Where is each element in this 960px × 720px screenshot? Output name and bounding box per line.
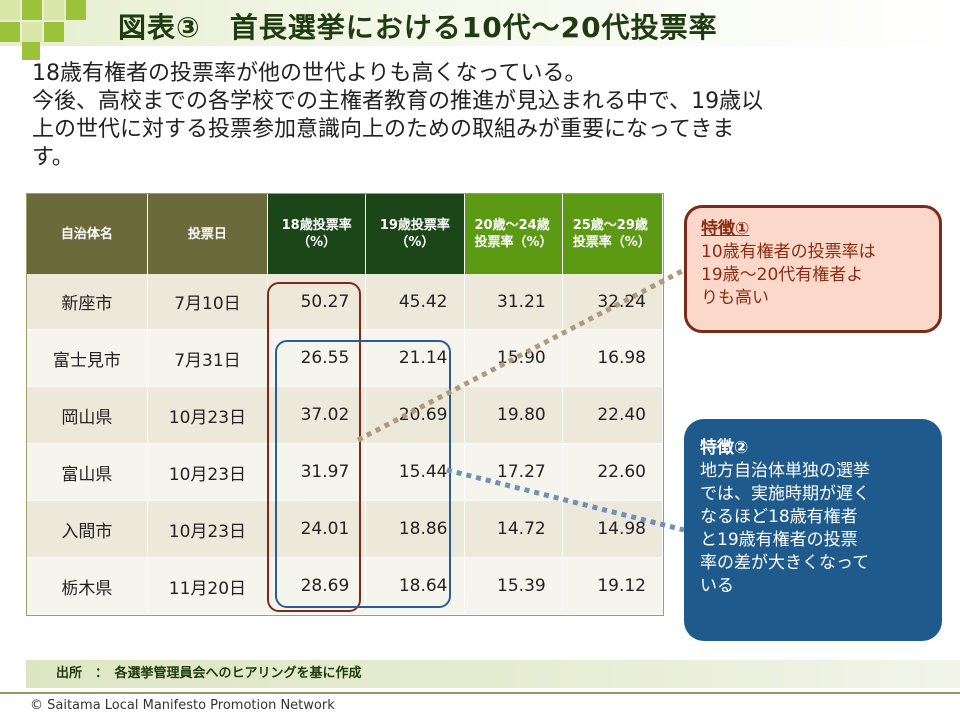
callout-feature2-line: いる [700, 576, 734, 596]
col-header-age25-29: 25歳～29歳投票率（%） [562, 194, 664, 274]
col-header-municipality: 自治体名 [27, 194, 148, 274]
cell-age25-29: 22.60 [562, 443, 664, 502]
callout-feature2-line: では、実施時期が遅く [700, 484, 870, 504]
cell-age25-29: 16.98 [562, 329, 664, 388]
col-header-age19: 19歳投票率（%） [365, 194, 465, 274]
cell-age19: 18.64 [365, 557, 465, 615]
callout-feature1-line: 19歳～20代有権者よ [701, 265, 864, 285]
cell-age18: 24.01 [267, 500, 367, 559]
lead-line: 18歳有権者の投票率が他の世代よりも高くなっている。 [32, 61, 587, 86]
cell-vote-date: 10月23日 [147, 500, 269, 559]
cell-municipality: 富山県 [27, 443, 148, 502]
cell-vote-date: 10月23日 [147, 443, 269, 502]
col-header-vote-date: 投票日 [147, 194, 269, 274]
callout-feature1-heading: 特徴① [701, 219, 750, 239]
cell-vote-date: 7月31日 [147, 329, 269, 388]
source-note: 出所 ： 各選挙管理員会へのヒアリングを基に作成 [26, 660, 960, 688]
cell-age25-29: 22.40 [562, 386, 664, 445]
table-header-row: 自治体名 投票日 18歳投票率（%） 19歳投票率（%） 20歳～24歳投票率（… [27, 194, 664, 274]
cell-municipality: 新座市 [27, 274, 148, 331]
cell-vote-date: 10月23日 [147, 386, 269, 445]
col-header-age18: 18歳投票率（%） [267, 194, 367, 274]
highlight-age18-column [267, 282, 361, 612]
cell-age20-24: 31.21 [464, 274, 563, 331]
col-header-age20-24: 20歳～24歳投票率（%） [464, 194, 563, 274]
logo-squares-icon [0, 0, 86, 60]
cell-age25-29: 19.12 [562, 557, 664, 615]
cell-age18: 37.02 [267, 386, 367, 445]
title-bar [0, 0, 960, 46]
cell-age20-24: 14.72 [464, 500, 563, 559]
callout-feature2: 特徴② 地方自治体単独の選挙 では、実施時期が遅く なるほど18歳有権者 と19… [684, 419, 942, 641]
cell-municipality: 岡山県 [27, 386, 148, 445]
cell-age20-24: 17.27 [464, 443, 563, 502]
lead-text: 18歳有権者の投票率が他の世代よりも高くなっている。 今後、高校までの各学校での… [32, 60, 932, 172]
callout-feature2-heading: 特徴② [700, 438, 749, 458]
table-row: 栃木県 11月20日 28.69 18.64 15.39 19.12 [27, 557, 664, 615]
callout-feature1-line: りも高い [701, 288, 769, 308]
lead-line: 今後、高校までの各学校での主権者教育の推進が見込まれる中で、19歳以 [32, 89, 764, 114]
footer-divider [0, 692, 960, 694]
cell-vote-date: 11月20日 [147, 557, 269, 615]
callout-feature1: 特徴① 10歳有権者の投票率は 19歳～20代有権者よ りも高い [684, 205, 942, 333]
cell-municipality: 栃木県 [27, 557, 148, 615]
lead-line: 上の世代に対する投票参加意識向上のための取組みが重要になってきま [32, 117, 735, 142]
cell-age18: 26.55 [267, 329, 367, 388]
copyright-text: © Saitama Local Manifesto Promotion Netw… [30, 698, 335, 713]
cell-age20-24: 15.90 [464, 329, 563, 388]
cell-age25-29: 32.24 [562, 274, 664, 331]
cell-age25-29: 14.98 [562, 500, 664, 559]
lead-line: す。 [32, 145, 74, 170]
cell-age19: 45.42 [365, 274, 465, 331]
cell-municipality: 入間市 [27, 500, 148, 559]
callout-feature2-line: 地方自治体単独の選挙 [700, 461, 870, 481]
cell-age20-24: 19.80 [464, 386, 563, 445]
callout-feature2-line: なるほど18歳有権者 [700, 507, 858, 527]
cell-municipality: 富士見市 [27, 329, 148, 388]
cell-age18: 31.97 [267, 443, 367, 502]
cell-vote-date: 7月10日 [147, 274, 269, 331]
callout-feature2-line: と19歳有権者の投票 [700, 530, 858, 550]
cell-age20-24: 15.39 [464, 557, 563, 615]
callout-feature1-line: 10歳有権者の投票率は [701, 242, 876, 262]
callout-feature2-line: 率の差が大きくなって [700, 553, 870, 573]
highlight-age18-19-block [275, 340, 451, 608]
page-title: 図表③ 首長選挙における10代～20代投票率 [118, 11, 718, 44]
